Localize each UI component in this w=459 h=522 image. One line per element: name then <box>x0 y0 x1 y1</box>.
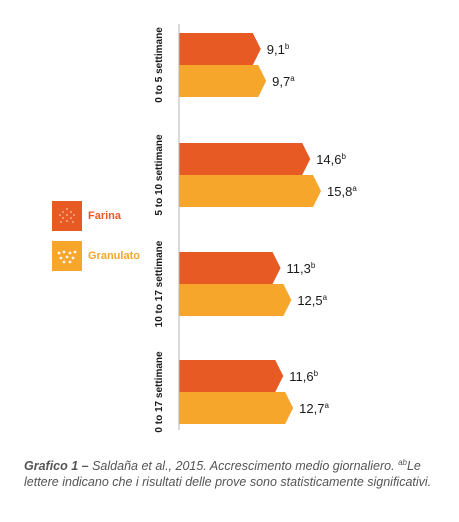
granulato-swatch-icon <box>52 241 82 271</box>
legend-label-granulato: Granulato <box>88 250 140 262</box>
legend: Farina Granulato <box>52 201 162 281</box>
bar-granulato-0 <box>179 65 267 97</box>
caption-text-2: Le lettere indicano che i risultati dell… <box>24 459 432 490</box>
data-label-farina-0: 9,1b <box>267 42 290 57</box>
bar-granulato-1 <box>179 175 321 207</box>
caption-superscript: ab <box>398 458 407 467</box>
caption-lead: Grafico 1 – <box>24 459 89 474</box>
bar-chart: 9,1b 9,7a 14,6b 15,8a 11,3b 12,5a 11,6b 12,7a 0… <box>154 24 357 433</box>
bar-farina-0 <box>179 33 261 65</box>
bar-farina-2 <box>179 252 281 284</box>
farina-swatch-icon <box>52 201 82 231</box>
legend-label-farina: Farina <box>88 210 122 222</box>
caption-text-1: Saldaña et al., 2015. Accrescimento medi… <box>88 459 399 474</box>
bar-granulato-2 <box>179 284 292 316</box>
data-label-farina-1: 14,6b <box>316 152 346 167</box>
data-label-farina-3: 11,6b <box>289 369 318 384</box>
bar-farina-3 <box>179 360 284 392</box>
legend-item-granulato: Granulato <box>52 241 162 271</box>
data-label-granulato-2: 12,5a <box>297 293 327 308</box>
chart-caption: Grafico 1 – Saldaña et al., 2015. Accres… <box>24 455 444 490</box>
legend-item-farina: Farina <box>52 201 162 231</box>
category-label-2: 10 to 17 settimane <box>154 240 165 327</box>
category-label-1: 5 to 10 settimane <box>154 134 165 216</box>
bar-farina-1 <box>179 143 311 175</box>
data-label-granulato-1: 15,8a <box>327 184 357 199</box>
category-label-0: 0 to 5 settimane <box>154 27 165 103</box>
category-label-3: 0 to 17 settimane <box>154 351 165 433</box>
data-label-granulato-0: 9,7a <box>272 74 295 89</box>
data-label-granulato-3: 12,7a <box>299 401 329 416</box>
bar-granulato-3 <box>179 392 294 424</box>
data-label-farina-2: 11,3b <box>287 261 316 276</box>
